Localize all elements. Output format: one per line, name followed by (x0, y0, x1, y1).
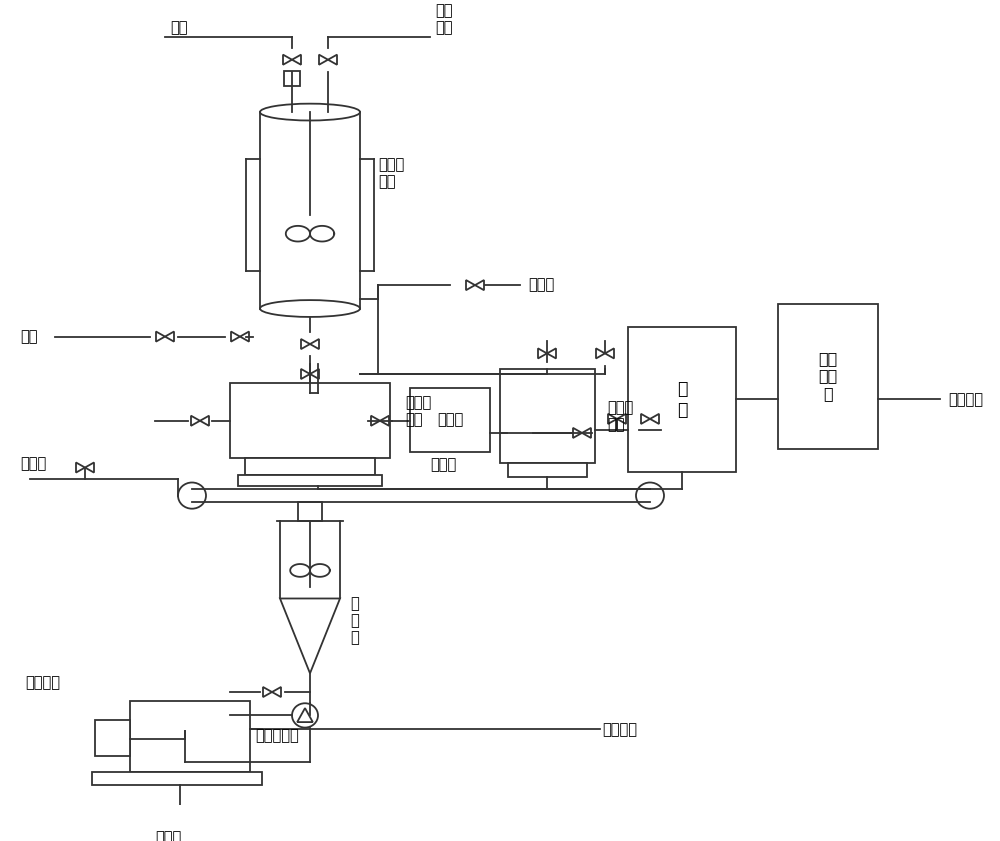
Text: 辅助
药剂: 辅助 药剂 (435, 3, 452, 35)
Text: 第一离
心机: 第一离 心机 (405, 395, 431, 427)
FancyBboxPatch shape (628, 327, 736, 472)
FancyBboxPatch shape (230, 383, 390, 458)
Text: 冷凝水: 冷凝水 (528, 278, 554, 293)
FancyBboxPatch shape (500, 369, 595, 463)
Text: 搅
拌
罐: 搅 拌 罐 (350, 595, 359, 646)
Text: 工业盐: 工业盐 (155, 830, 181, 841)
Text: 锅
炉: 锅 炉 (677, 380, 687, 419)
Text: 加热搅
拌釜: 加热搅 拌釜 (378, 156, 404, 189)
Text: 蒸汽: 蒸汽 (20, 329, 38, 344)
Text: 第二分
离机: 第二分 离机 (607, 399, 633, 432)
FancyBboxPatch shape (298, 502, 322, 521)
Text: 母液槽: 母液槽 (437, 412, 463, 427)
Text: 第三分离机: 第三分离机 (255, 728, 299, 743)
Text: 烟气排放: 烟气排放 (948, 392, 983, 407)
Text: 皮带机: 皮带机 (430, 458, 456, 472)
Text: 热水管: 热水管 (20, 457, 46, 471)
FancyBboxPatch shape (508, 463, 587, 477)
FancyBboxPatch shape (95, 720, 130, 755)
FancyBboxPatch shape (238, 475, 382, 486)
FancyBboxPatch shape (130, 701, 250, 771)
Text: 蒸发系统: 蒸发系统 (602, 722, 637, 737)
Text: 二次分离: 二次分离 (25, 675, 60, 690)
Text: 母液: 母液 (170, 20, 188, 35)
FancyBboxPatch shape (245, 458, 375, 475)
Text: 脱酸
碱装
置: 脱酸 碱装 置 (818, 351, 838, 401)
FancyBboxPatch shape (778, 304, 878, 449)
FancyBboxPatch shape (284, 71, 300, 86)
FancyBboxPatch shape (410, 388, 490, 452)
FancyBboxPatch shape (92, 771, 262, 785)
